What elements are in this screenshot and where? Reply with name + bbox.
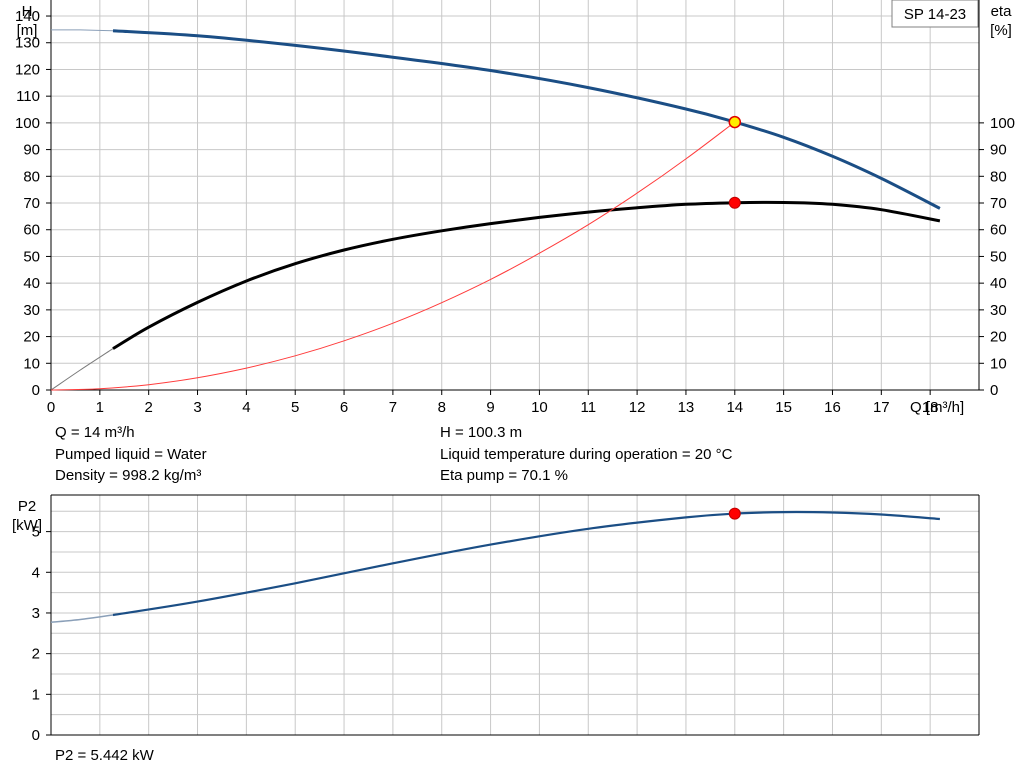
x-tick-label: 7 [389, 399, 397, 416]
density-readout: Density = 998.2 kg/m³ [55, 467, 202, 484]
y-left-tick-label: 110 [16, 88, 40, 105]
x-tick-label: 3 [193, 399, 201, 416]
eta-pump-extrapolated-line [50, 348, 114, 391]
x-tick-label: 6 [340, 399, 348, 416]
y-right-tick-label: 40 [990, 275, 1007, 292]
x-tick-label: 14 [726, 399, 743, 416]
y-left-tick-label: 130 [15, 35, 40, 52]
x-tick-label: 16 [824, 399, 841, 416]
y-right-tick-label: 30 [990, 302, 1007, 319]
x-axis-label: Q [m³/h] [910, 399, 964, 416]
y-left-tick-label: 70 [23, 195, 40, 212]
x-tick-label: 2 [145, 399, 153, 416]
eta-operating-point [728, 196, 741, 209]
y-left-axis-label: H [22, 3, 33, 20]
flow-readout: Q = 14 m³/h [55, 424, 135, 441]
y-left-tick-label: 140 [15, 8, 40, 25]
x-tick-label: 5 [291, 399, 299, 416]
x-tick-label: 17 [873, 399, 890, 416]
y-right-tick-label: 50 [990, 248, 1007, 265]
h-extrapolated-line [50, 29, 114, 32]
pump-name-box [891, 0, 979, 28]
y-left-tick-label: 120 [15, 61, 40, 78]
head-readout: H = 100.3 m [440, 424, 523, 441]
y-left-tick-label: 60 [23, 222, 40, 239]
y-right-tick-label: 10 [990, 355, 1007, 372]
x-tick-label: 0 [47, 399, 55, 416]
y-right-axis-unit: [%] [990, 22, 1012, 39]
x-tick-label: 1 [96, 399, 104, 416]
x-tick-label: 15 [775, 399, 792, 416]
y-right-tick-label: 80 [990, 168, 1007, 185]
pumped-liquid-readout: Pumped liquid = Water [55, 446, 207, 463]
y-right-tick-label: 100 [990, 115, 1015, 132]
y-right-tick-label: 60 [990, 222, 1007, 239]
p2-y-tick-label: 5 [32, 524, 40, 541]
p2-axis-unit: [kW] [12, 517, 42, 534]
x-tick-label: 13 [678, 399, 695, 416]
y-right-tick-label: 70 [990, 195, 1007, 212]
y-left-tick-label: 10 [23, 355, 40, 372]
head-operating-point [728, 115, 742, 129]
y-right-tick-label: 20 [990, 329, 1007, 346]
y-left-tick-label: 30 [23, 302, 40, 319]
x-tick-label: 4 [242, 399, 250, 416]
p2-extrapolated-line [50, 614, 114, 624]
p2-curve [112, 510, 940, 617]
x-tick-label: 11 [580, 399, 596, 416]
eta-pump-curve [112, 200, 941, 350]
y-left-axis-unit: [m] [17, 22, 38, 39]
x-tick-label: 18 [922, 399, 939, 416]
p2-operating-point [728, 507, 741, 520]
x-tick-label: 12 [629, 399, 646, 416]
x-tick-label: 10 [531, 399, 548, 416]
y-right-tick-label: 0 [990, 382, 998, 399]
system-curve-curve [50, 121, 736, 391]
p2-y-tick-label: 4 [32, 564, 40, 581]
y-left-tick-label: 20 [23, 329, 40, 346]
y-left-tick-label: 50 [23, 248, 40, 265]
p2-y-tick-label: 3 [32, 605, 40, 622]
x-tick-label: 9 [486, 399, 494, 416]
p2-y-tick-label: 1 [32, 686, 40, 703]
y-left-tick-label: 90 [23, 142, 40, 159]
power-readout: P2 = 5.442 kW [55, 747, 154, 764]
y-left-tick-label: 40 [23, 275, 40, 292]
y-left-tick-label: 100 [15, 115, 40, 132]
y-right-axis-label: eta [991, 3, 1013, 20]
h-curve [112, 29, 941, 210]
y-right-tick-label: 90 [990, 142, 1007, 159]
pump-name-label: SP 14-23 [904, 6, 966, 23]
p2-y-tick-label: 0 [32, 727, 40, 744]
p2-y-tick-label: 2 [32, 646, 40, 663]
x-tick-label: 8 [438, 399, 446, 416]
p2-axis-label: P2 [18, 498, 36, 515]
eta-pump-readout: Eta pump = 70.1 % [440, 467, 568, 484]
y-left-tick-label: 80 [23, 168, 40, 185]
liquid-temperature-readout: Liquid temperature during operation = 20… [440, 446, 733, 463]
y-left-tick-label: 0 [32, 382, 40, 399]
